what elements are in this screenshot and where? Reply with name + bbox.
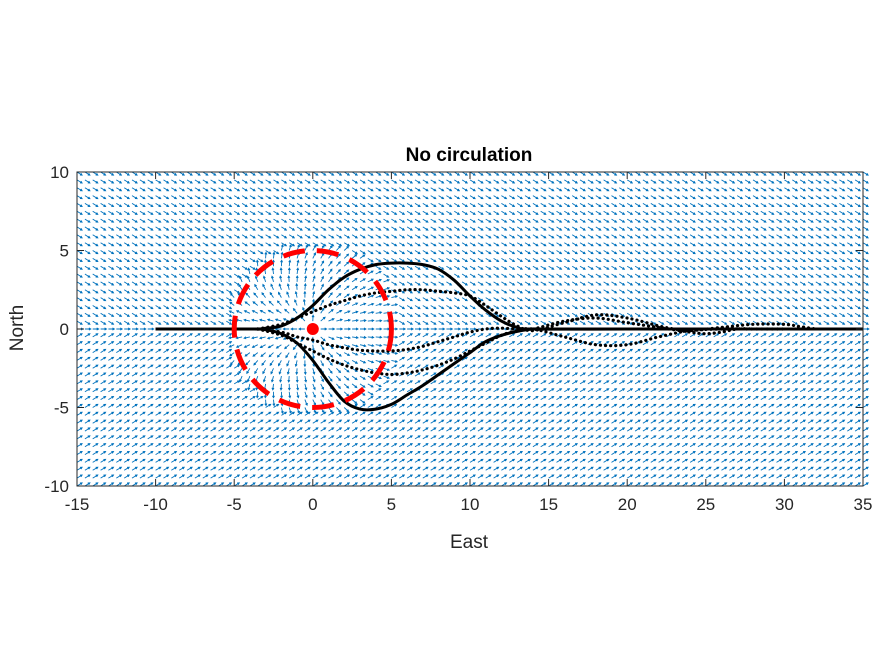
y-tick-label: 10	[50, 163, 69, 182]
x-tick-label: 5	[387, 495, 396, 514]
y-tick-label: 0	[60, 320, 69, 339]
x-tick-label: 0	[308, 495, 317, 514]
trajectory-series	[155, 261, 863, 412]
dashed-circle	[231, 248, 394, 410]
x-tick-label: 20	[618, 495, 637, 514]
x-tick-label: 35	[854, 495, 873, 514]
source-point	[306, 323, 319, 335]
axes	[76, 171, 864, 487]
x-tick-label: -10	[143, 495, 168, 514]
x-tick-label: 30	[775, 495, 794, 514]
x-tick-label: -5	[227, 495, 242, 514]
chart-title: No circulation	[406, 145, 533, 166]
y-tick-label: 5	[60, 242, 69, 261]
vector-field	[76, 171, 870, 487]
y-axis-label: North	[7, 305, 28, 351]
exclusion-circle	[231, 248, 394, 410]
y-tick-label: -10	[44, 477, 69, 496]
x-axis-label: East	[450, 532, 489, 553]
x-tick-label: -15	[65, 495, 90, 514]
source-point-group	[306, 323, 319, 335]
x-tick-label: 10	[461, 495, 480, 514]
y-tick-label: -5	[54, 399, 69, 418]
trajectory-3	[256, 287, 818, 333]
trajectory-5	[256, 316, 755, 353]
trajectory-4	[256, 327, 786, 377]
x-tick-label: 15	[539, 495, 558, 514]
field-arrows	[76, 171, 870, 487]
x-tick-label: 25	[696, 495, 715, 514]
